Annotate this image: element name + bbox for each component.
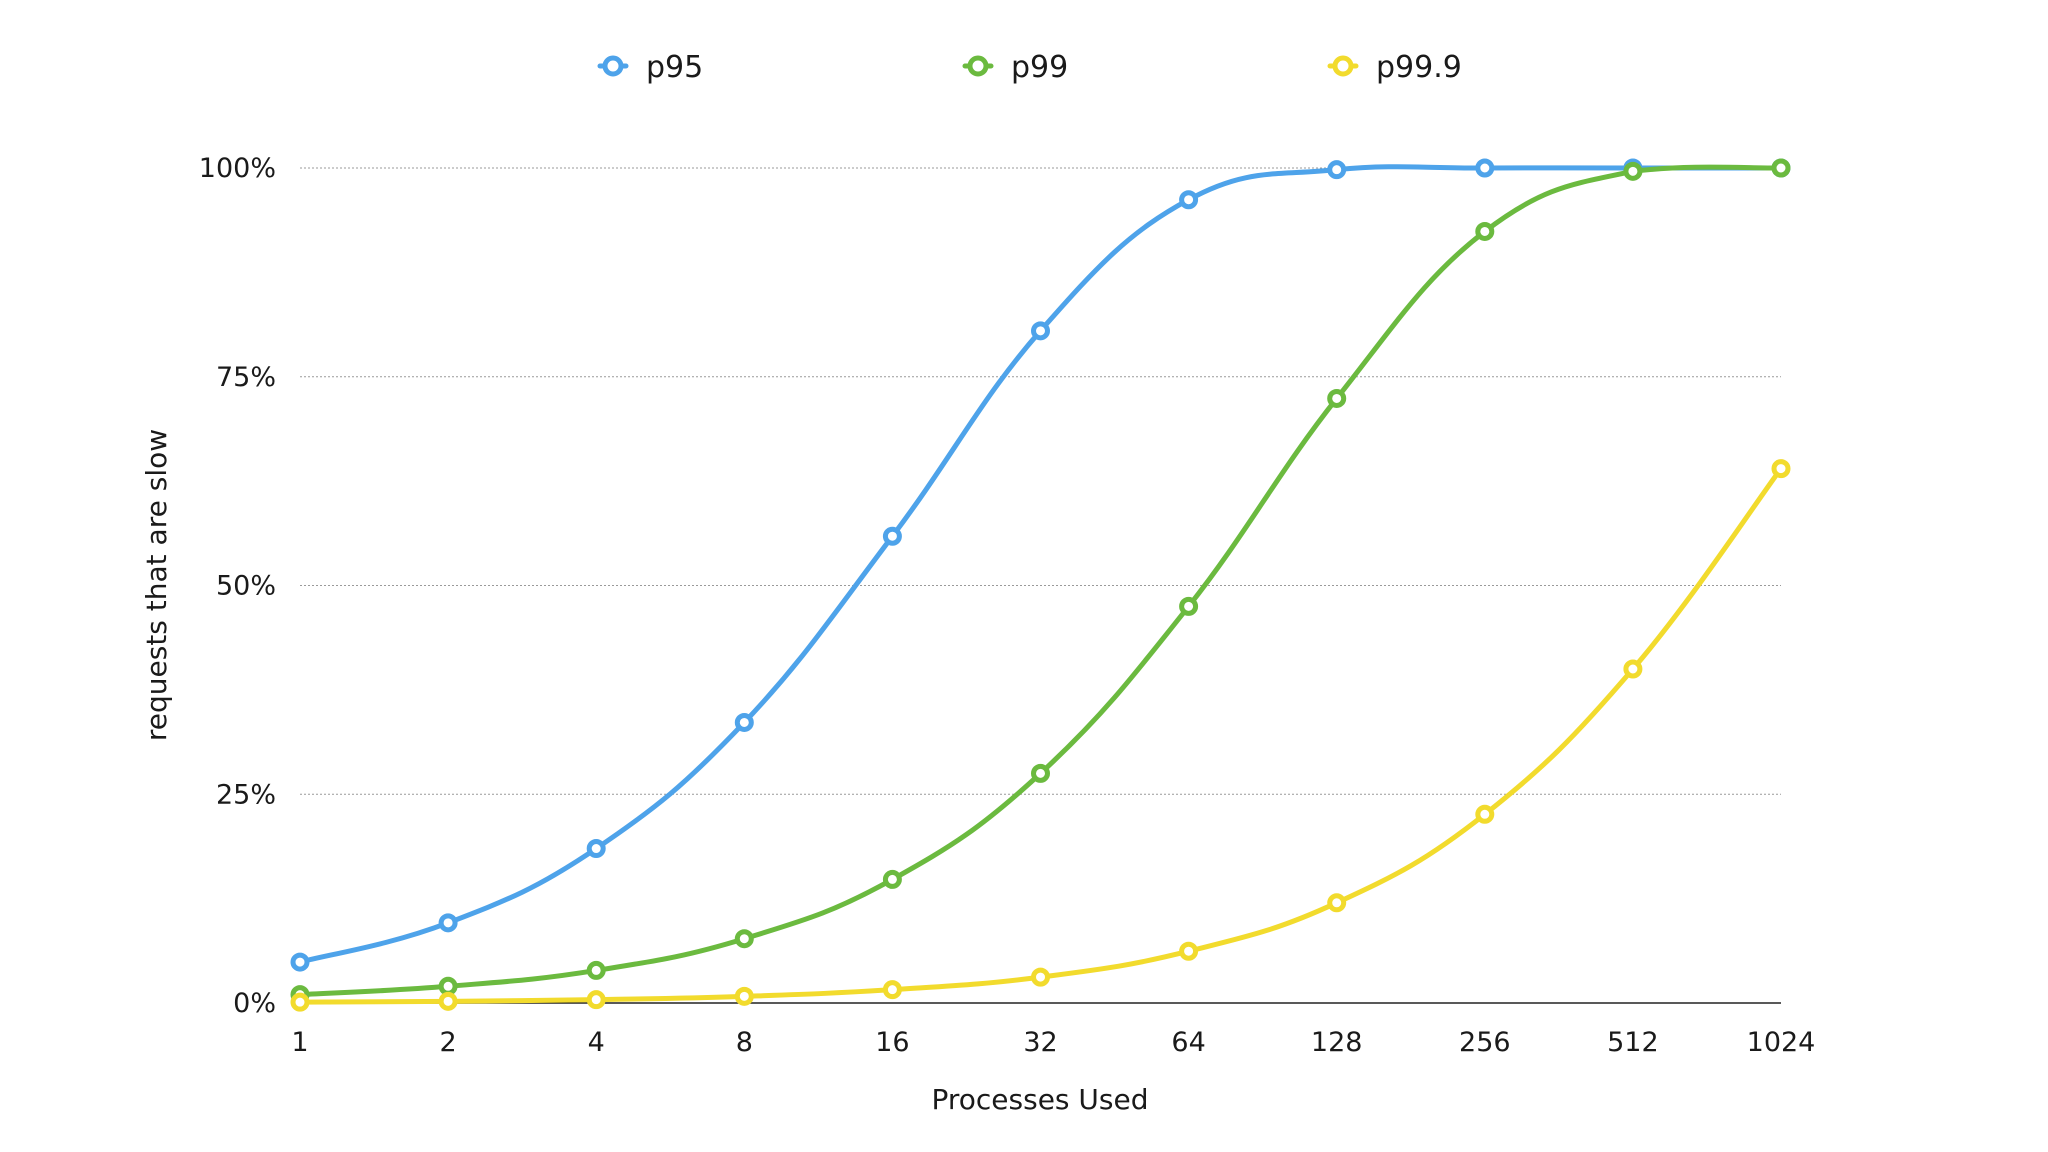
series-line — [297, 164, 1784, 998]
legend-item: p99 — [962, 50, 1068, 85]
data-point — [734, 712, 754, 732]
data-point — [290, 952, 310, 972]
y-tick-label: 25% — [216, 779, 276, 810]
data-point — [734, 986, 754, 1006]
data-point — [438, 913, 458, 933]
x-tick-label: 4 — [588, 1027, 605, 1058]
data-point — [1327, 160, 1347, 180]
chart-legend: p95 p99 p99.9 — [597, 50, 1462, 85]
data-point — [1771, 459, 1791, 479]
data-point — [1031, 967, 1050, 987]
legend-item: p99.9 — [1327, 50, 1462, 85]
x-tick-label: 32 — [1023, 1027, 1057, 1058]
y-tick-label: 0% — [233, 988, 276, 1019]
legend-marker-icon — [1332, 55, 1354, 77]
y-tick-label: 75% — [216, 362, 276, 393]
x-axis-ticks: 1 2 4 8 16 32 64 128 256 512 1024 — [291, 1027, 1815, 1058]
data-point — [1623, 161, 1643, 181]
y-tick-label: 50% — [216, 571, 276, 602]
data-point — [1475, 221, 1495, 241]
x-tick-label: 2 — [440, 1027, 457, 1058]
data-point — [882, 526, 902, 546]
legend-marker-icon — [602, 55, 624, 77]
series-line — [297, 466, 1784, 1005]
data-point — [882, 869, 902, 889]
y-axis-ticks: 0% 25% 50% 75% 100% — [199, 153, 276, 1019]
series-line — [297, 164, 1784, 965]
data-point — [1327, 388, 1347, 408]
legend-label: p95 — [646, 50, 703, 85]
data-point — [586, 990, 606, 1010]
legend-item: p95 — [597, 50, 703, 85]
data-point — [1623, 659, 1643, 679]
y-axis-title: requests that are slow — [140, 429, 173, 741]
data-point — [1475, 804, 1495, 824]
x-tick-label: 256 — [1459, 1027, 1511, 1058]
legend-marker-icon — [967, 55, 989, 77]
x-tick-label: 1024 — [1747, 1027, 1816, 1058]
series-group — [290, 158, 1791, 1012]
y-tick-label: 100% — [199, 153, 276, 184]
grid-lines — [300, 167, 1781, 795]
x-tick-label: 64 — [1171, 1027, 1205, 1058]
series-p99-9 — [290, 459, 1791, 1012]
series-p99 — [290, 158, 1791, 1005]
data-point — [1475, 158, 1495, 178]
data-point — [1179, 190, 1199, 210]
data-point — [1179, 596, 1199, 616]
series-p95 — [290, 158, 1791, 972]
data-point — [586, 839, 606, 859]
x-tick-label: 512 — [1607, 1027, 1659, 1058]
data-point — [1771, 158, 1791, 178]
legend-label: p99.9 — [1376, 50, 1462, 85]
data-point — [1031, 321, 1050, 341]
x-tick-label: 128 — [1311, 1027, 1363, 1058]
x-tick-label: 16 — [875, 1027, 909, 1058]
x-tick-label: 8 — [736, 1027, 753, 1058]
data-point — [1031, 763, 1050, 783]
data-point — [1179, 941, 1199, 961]
data-point — [734, 929, 754, 949]
legend-label: p99 — [1011, 50, 1068, 85]
data-point — [1327, 893, 1347, 913]
data-point — [882, 980, 902, 1000]
data-point — [586, 960, 606, 980]
data-point — [438, 976, 458, 996]
data-point — [438, 991, 458, 1011]
data-point — [290, 992, 310, 1012]
x-axis-title: Processes Used — [931, 1083, 1148, 1116]
x-tick-label: 1 — [291, 1027, 308, 1058]
